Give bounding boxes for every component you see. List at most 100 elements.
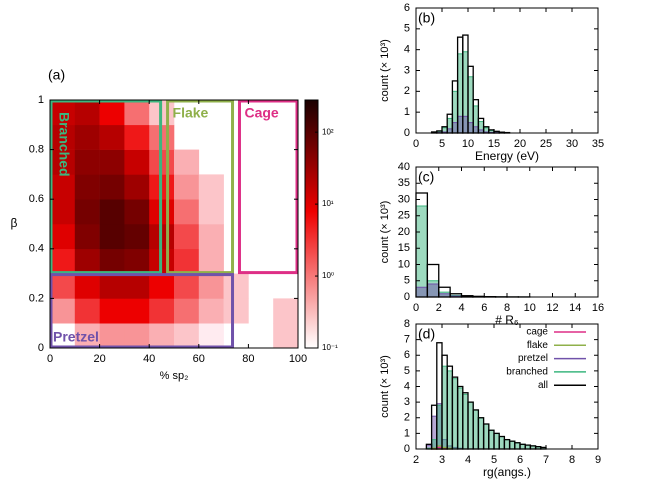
y-tick-label: 5 bbox=[404, 275, 410, 287]
hist-bar bbox=[493, 432, 500, 450]
plot-frame bbox=[415, 166, 599, 298]
x-tick-label: 25 bbox=[540, 138, 552, 150]
hist-bar bbox=[467, 122, 474, 134]
hist-bar bbox=[457, 115, 464, 134]
x-axis-label: Energy (eV) bbox=[475, 149, 539, 163]
heat-cell bbox=[50, 100, 76, 126]
heat-cell bbox=[124, 323, 150, 349]
x-tick-label: 4 bbox=[465, 454, 471, 466]
hist-bar bbox=[462, 115, 469, 134]
y-tick-label: 8 bbox=[404, 318, 410, 330]
y-tick-label: 10 bbox=[398, 258, 410, 270]
heat-cell bbox=[74, 298, 100, 324]
x-tick-label: 2 bbox=[413, 454, 419, 466]
heat-cell bbox=[124, 100, 150, 126]
heat-cell bbox=[99, 323, 125, 349]
heat-cell bbox=[174, 323, 200, 349]
heat-cell bbox=[124, 298, 150, 324]
heat-cell bbox=[50, 224, 76, 250]
hist-bar bbox=[488, 429, 495, 450]
heat-cell bbox=[223, 298, 249, 324]
heat-cell bbox=[74, 149, 100, 175]
x-tick-label: 60 bbox=[193, 353, 205, 365]
hist-bar bbox=[472, 126, 479, 134]
heat-cell bbox=[74, 273, 100, 299]
heat-cell bbox=[198, 174, 224, 200]
heat-cell bbox=[99, 124, 125, 150]
colorbar-tick-label: 10⁰ bbox=[322, 271, 334, 280]
y-tick-label: 1 bbox=[404, 106, 410, 118]
panel-label: (a) bbox=[48, 67, 65, 83]
x-tick-label: 0 bbox=[413, 302, 419, 314]
y-tick-label: 0.6 bbox=[29, 193, 44, 205]
x-tick-label: 3 bbox=[439, 454, 445, 466]
y-tick-label: 6 bbox=[404, 349, 410, 361]
y-tick-label: 0 bbox=[404, 291, 410, 303]
x-tick-label: 30 bbox=[566, 138, 578, 150]
heat-cell bbox=[124, 174, 150, 200]
y-axis-label: count (× 10³) bbox=[379, 39, 391, 102]
heat-cell bbox=[174, 298, 200, 324]
heat-cell bbox=[50, 273, 76, 299]
y-axis-label: count (× 10³) bbox=[379, 201, 391, 264]
heat-cell bbox=[50, 199, 76, 225]
hist-bar bbox=[441, 365, 448, 450]
x-tick-label: 6 bbox=[517, 454, 523, 466]
heat-cell bbox=[198, 199, 224, 225]
y-tick-label: 4 bbox=[404, 44, 410, 56]
x-tick-label: 10 bbox=[524, 302, 536, 314]
x-tick-label: 100 bbox=[289, 353, 307, 365]
panel-label: (d) bbox=[418, 326, 435, 342]
heat-cell bbox=[149, 323, 175, 349]
hist-bar bbox=[472, 409, 479, 450]
hist-bar bbox=[436, 404, 443, 450]
y-tick-label: 4 bbox=[404, 380, 410, 392]
heat-cell bbox=[174, 248, 200, 274]
y-tick-label: 15 bbox=[398, 242, 410, 254]
legend-label: branched bbox=[506, 367, 548, 378]
heat-cell bbox=[50, 149, 76, 175]
x-axis-label: rg(angs.) bbox=[483, 465, 531, 479]
x-tick-label: 7 bbox=[543, 454, 549, 466]
y-tick-label: 0.2 bbox=[29, 292, 44, 304]
heat-cell bbox=[198, 273, 224, 299]
hist-bar bbox=[446, 370, 453, 450]
heat-cell bbox=[74, 248, 100, 274]
x-tick-label: 8 bbox=[569, 454, 575, 466]
colorbar-tick-label: 10² bbox=[322, 127, 334, 136]
heat-cell bbox=[223, 273, 249, 299]
plot-frame bbox=[415, 7, 599, 134]
heat-cell bbox=[99, 273, 125, 299]
y-tick-label: 5 bbox=[404, 23, 410, 35]
heat-cell bbox=[50, 174, 76, 200]
heat-cell bbox=[99, 149, 125, 175]
y-tick-label: 5 bbox=[404, 365, 410, 377]
x-tick-label: 0 bbox=[47, 353, 53, 365]
heat-cell bbox=[74, 124, 100, 150]
y-tick-label: 0 bbox=[404, 127, 410, 139]
hist-bar bbox=[451, 378, 459, 450]
hist-bar bbox=[457, 387, 464, 450]
heat-cell bbox=[124, 224, 150, 250]
x-tick-label: 12 bbox=[546, 302, 558, 314]
x-tick-label: 20 bbox=[514, 138, 526, 150]
region-label: Cage bbox=[244, 105, 278, 121]
colorbar bbox=[304, 99, 319, 349]
x-tick-label: 6 bbox=[481, 302, 487, 314]
region-box bbox=[49, 273, 235, 349]
region-box bbox=[237, 99, 299, 275]
heat-cell bbox=[99, 298, 125, 324]
heat-cell bbox=[174, 224, 200, 250]
heat-cell bbox=[74, 199, 100, 225]
heat-cell bbox=[198, 248, 224, 274]
x-tick-label: 0 bbox=[413, 138, 419, 150]
hist-bar bbox=[498, 436, 505, 450]
y-tick-label: 35 bbox=[398, 177, 410, 189]
heat-cell bbox=[174, 199, 200, 225]
heat-cell bbox=[124, 273, 150, 299]
x-tick-label: 10 bbox=[462, 138, 474, 150]
y-tick-label: 20 bbox=[398, 226, 410, 238]
heat-cell bbox=[273, 298, 299, 324]
hist-bar bbox=[451, 122, 459, 134]
region-box bbox=[166, 99, 235, 275]
